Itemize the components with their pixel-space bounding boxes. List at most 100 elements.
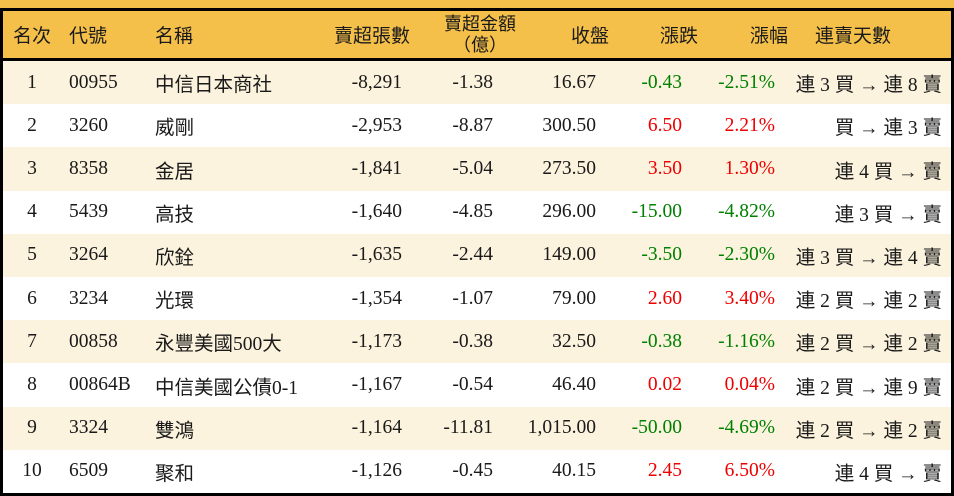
column-header-close: 收盤 [570, 26, 609, 47]
column-header-change-pct: 漲幅 [749, 26, 788, 47]
streak-cell: 連 2 買 → 連 9 賣 [795, 377, 942, 399]
code-cell: 8358 [69, 158, 108, 179]
sell-over-ranking-table: 名次 代號 名稱 賣超張數 賣超金額 （億） 收盤 漲跌 漲幅 連賣天數 1 0… [0, 8, 954, 496]
change-cell: -15.00 [631, 201, 682, 223]
close-cell: 40.15 [552, 460, 596, 482]
rank-cell: 10 [22, 460, 42, 482]
name-cell: 雙鴻 [155, 420, 195, 442]
change-pct-cell: 0.04% [724, 374, 775, 396]
code-cell: 3234 [69, 287, 108, 309]
table-row: 9 3324 雙鴻 -1,164 -11.81 1,015.00 -50.00 … [3, 406, 951, 450]
sell-amount-cell: -8.87 [452, 114, 493, 136]
table-row: 4 5439 高技 -1,640 -4.85 296.00 -15.00 -4.… [3, 190, 951, 234]
code-cell: 00858 [69, 330, 118, 352]
rank-cell: 2 [27, 114, 37, 136]
code-cell: 3260 [69, 114, 108, 136]
name-cell: 中信美國公債0-1 [155, 377, 298, 399]
name-cell: 欣銓 [155, 247, 195, 269]
sell-amount-label-line1: 賣超金額 [444, 13, 516, 34]
streak-cell: 連 2 買 → 連 2 賣 [795, 291, 942, 313]
change-pct-cell: 1.30% [724, 158, 775, 179]
table-row: 7 00858 永豐美國500大 -1,173 -0.38 32.50 -0.3… [3, 320, 951, 364]
change-cell: -0.38 [641, 330, 682, 352]
sell-amount-cell: -0.45 [452, 460, 493, 482]
sell-amount-cell: -1.07 [452, 287, 493, 309]
sell-volume-cell: -1,841 [351, 158, 402, 179]
streak-cell: 連 4 買 → 賣 [834, 161, 942, 183]
sell-volume-cell: -1,173 [351, 330, 402, 352]
streak-cell: 連 2 買 → 連 2 賣 [795, 334, 942, 356]
sell-volume-cell: -1,126 [351, 460, 402, 482]
code-cell: 6509 [69, 460, 108, 482]
close-cell: 300.50 [542, 114, 596, 136]
close-cell: 79.00 [552, 287, 596, 309]
name-cell: 聚和 [155, 463, 195, 485]
sell-amount-cell: -11.81 [443, 417, 493, 439]
table-row: 1 00955 中信日本商社 -8,291 -1.38 16.67 -0.43 … [3, 61, 951, 105]
change-cell: -0.43 [641, 71, 682, 93]
name-cell: 金居 [155, 161, 195, 183]
change-pct-cell: -4.69% [718, 417, 775, 439]
table-row: 10 6509 聚和 -1,126 -0.45 40.15 2.45 6.50%… [3, 449, 951, 494]
column-header-sell-volume: 賣超張數 [334, 26, 411, 47]
close-cell: 149.00 [542, 244, 596, 266]
sell-amount-cell: -5.04 [452, 158, 493, 179]
sell-amount-cell: -1.38 [452, 71, 493, 93]
rank-cell: 8 [27, 374, 37, 396]
sell-amount-cell: -0.38 [452, 330, 493, 352]
name-cell: 威剛 [155, 118, 195, 140]
table-row: 8 00864B 中信美國公債0-1 -1,167 -0.54 46.40 0.… [3, 363, 951, 407]
sell-volume-cell: -1,167 [351, 374, 402, 396]
code-cell: 00955 [69, 71, 118, 93]
change-cell: 3.50 [647, 158, 682, 179]
name-cell: 光環 [155, 291, 195, 313]
change-cell: -50.00 [631, 417, 682, 439]
change-pct-cell: -1.16% [718, 330, 775, 352]
close-cell: 1,015.00 [527, 417, 596, 439]
column-header-code: 代號 [69, 26, 108, 47]
change-cell: 2.45 [647, 460, 682, 482]
change-cell: -3.50 [641, 244, 682, 266]
close-cell: 46.40 [552, 374, 596, 396]
streak-cell: 連 3 買 → 賣 [834, 204, 942, 226]
table-row: 6 3234 光環 -1,354 -1.07 79.00 2.60 3.40% … [3, 277, 951, 321]
change-pct-cell: -2.51% [718, 71, 775, 93]
sell-amount-cell: -2.44 [452, 244, 493, 266]
streak-cell: 買 → 連 3 賣 [834, 118, 942, 140]
table-header-row: 名次 代號 名稱 賣超張數 賣超金額 （億） 收盤 漲跌 漲幅 連賣天數 [3, 11, 951, 61]
code-cell: 5439 [69, 201, 108, 223]
column-header-sell-amount: 賣超金額 （億） [434, 14, 526, 56]
rank-cell: 9 [27, 417, 37, 439]
column-header-name: 名稱 [155, 26, 194, 47]
change-cell: 0.02 [647, 374, 682, 396]
sell-amount-cell: -0.54 [452, 374, 493, 396]
change-pct-cell: -4.82% [718, 201, 775, 223]
name-cell: 高技 [155, 204, 195, 226]
change-cell: 2.60 [647, 287, 682, 309]
change-pct-cell: -2.30% [718, 244, 775, 266]
close-cell: 16.67 [552, 71, 596, 93]
rank-cell: 6 [27, 287, 37, 309]
change-pct-cell: 6.50% [724, 460, 775, 482]
code-cell: 3324 [69, 417, 108, 439]
close-cell: 296.00 [542, 201, 596, 223]
sell-volume-cell: -8,291 [351, 71, 402, 93]
sell-volume-cell: -2,953 [351, 114, 402, 136]
rank-cell: 5 [27, 244, 37, 266]
rank-cell: 3 [27, 158, 37, 179]
name-cell: 永豐美國500大 [155, 334, 282, 356]
column-header-change: 漲跌 [659, 26, 698, 47]
column-header-streak: 連賣天數 [814, 26, 891, 47]
sell-amount-label-line2: （億） [453, 34, 507, 55]
table-row: 3 8358 金居 -1,841 -5.04 273.50 3.50 1.30%… [3, 147, 951, 191]
column-header-rank: 名次 [12, 26, 51, 47]
change-cell: 6.50 [647, 114, 682, 136]
rank-cell: 4 [27, 201, 37, 223]
streak-cell: 連 3 買 → 連 8 賣 [795, 75, 942, 97]
rank-cell: 7 [27, 330, 37, 352]
code-cell: 3264 [69, 244, 108, 266]
name-cell: 中信日本商社 [155, 75, 273, 97]
code-cell: 00864B [69, 374, 131, 396]
change-pct-cell: 3.40% [724, 287, 775, 309]
